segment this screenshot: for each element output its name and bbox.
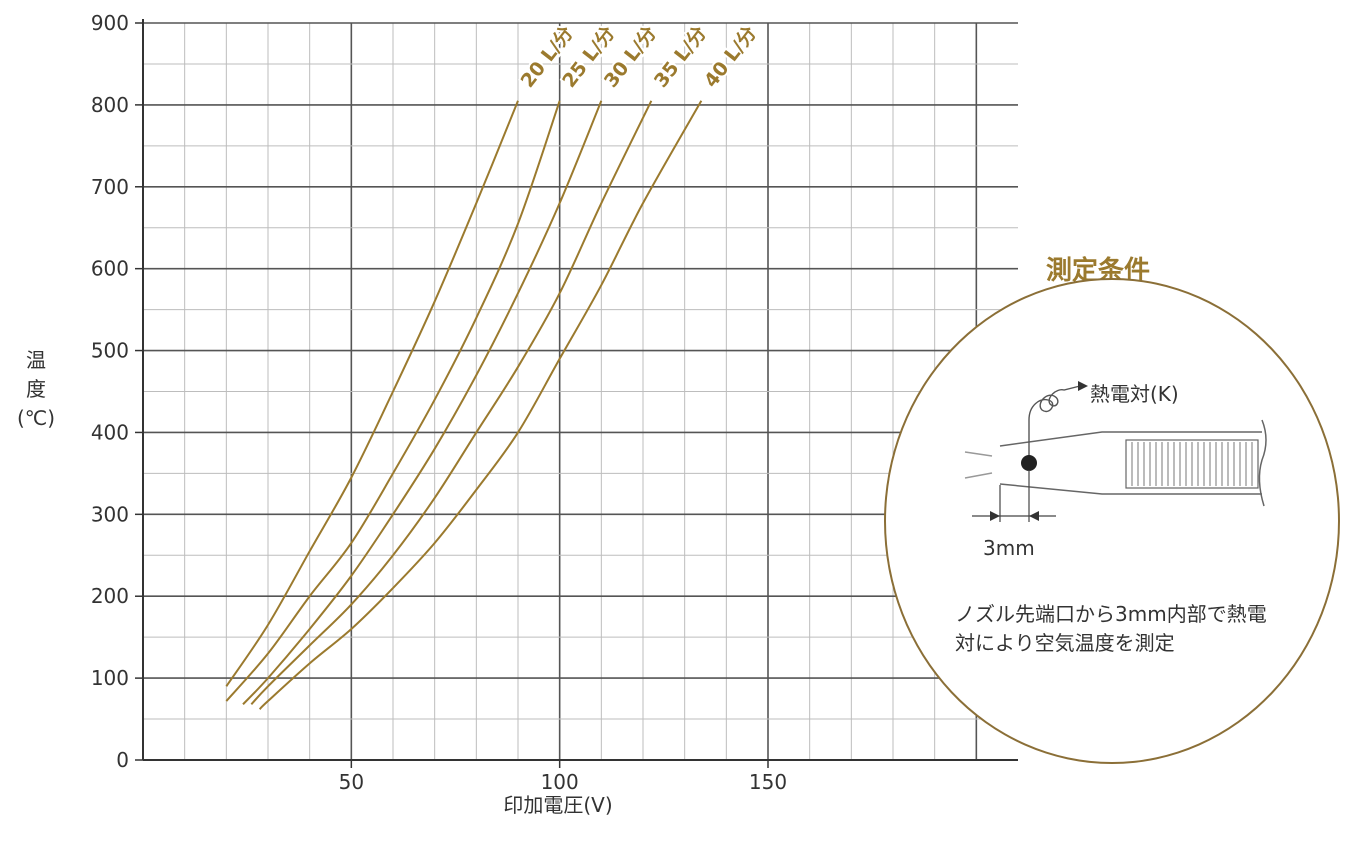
y-axis-title-char: 度 [26,377,46,401]
series-line [258,100,703,710]
x-tick-label: 100 [541,770,579,794]
conditions-circle [884,278,1340,764]
y-tick-label: 600 [91,257,129,281]
sensor-point [1021,455,1037,471]
curves [225,100,703,710]
heater-lines [1131,442,1253,486]
nozzle-end [1258,419,1267,507]
heater-element [1125,439,1259,489]
conditions-note: ノズル先端口から3mm内部で熱電対により空気温度を測定 [955,602,1267,655]
dimension-arrow-icon [1029,511,1039,521]
y-axis-title: 温 度 (℃) [8,346,64,433]
y-tick-label: 900 [91,11,129,35]
series-line [225,100,519,687]
y-tick-label: 0 [116,748,129,772]
series-line [250,100,653,705]
thermocouple-label: 熱電対(K) [1090,382,1179,406]
y-tick-label: 100 [91,666,129,690]
y-tick-label: 300 [91,502,129,526]
y-tick-label: 400 [91,420,129,444]
series-line [242,100,603,706]
thermocouple-arrow-icon [1078,381,1088,391]
y-tick-label: 200 [91,584,129,608]
series-line [225,100,561,702]
y-tick-label: 700 [91,175,129,199]
axes: 0 100 200 300 400 500 600 700 800 900 50 100 150 [91,11,1018,794]
y-tick-label: 500 [91,339,129,363]
dimension-arrow-icon [990,511,1000,521]
y-axis-title-char: 温 [26,348,46,372]
nozzle-outline [999,431,1262,495]
x-tick-label: 150 [749,770,787,794]
thermocouple-wire [1028,385,1081,462]
x-tick-label: 50 [339,770,364,794]
distance-label: 3mm [983,536,1035,560]
airflow-lines [964,451,993,479]
y-tick-label: 800 [91,93,129,117]
x-axis-title: 印加電圧(V) [503,793,612,817]
grid [143,22,1018,760]
y-axis-title-char: (℃) [16,406,56,430]
